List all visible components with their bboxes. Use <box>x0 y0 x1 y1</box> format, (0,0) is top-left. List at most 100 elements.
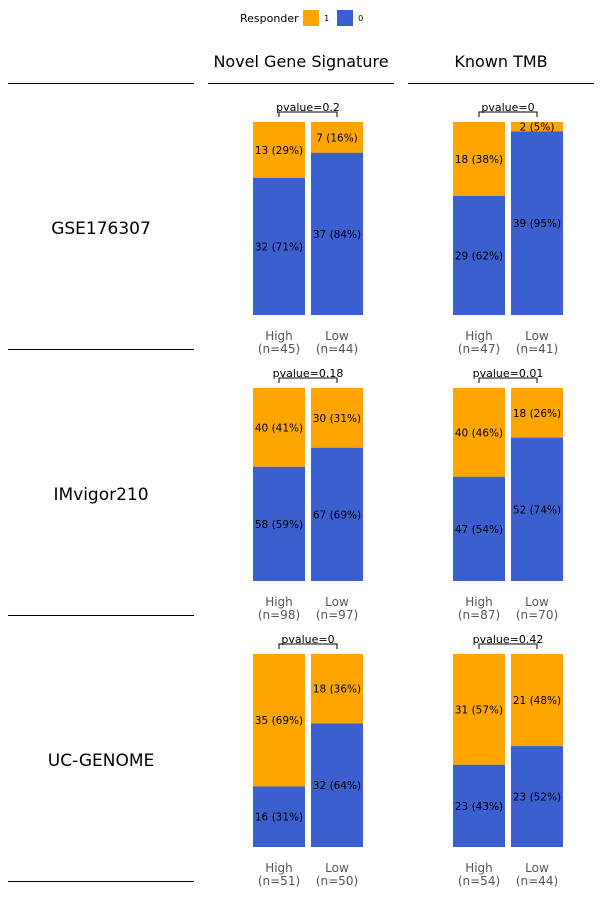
bar-segment-responder-1 <box>311 122 363 153</box>
group-label: Low <box>525 595 549 609</box>
bar-segment-responder-0 <box>511 746 563 847</box>
legend-swatch-responder-1 <box>302 10 319 26</box>
bar-segment-responder-0 <box>253 786 305 847</box>
bar-segment-responder-1 <box>511 654 563 747</box>
bar-label-responder-0: 58 (59%) <box>255 519 303 531</box>
pvalue-bracket <box>478 111 538 117</box>
bar-label-responder-1: 31 (57%) <box>455 704 503 716</box>
pvalue-bracket <box>478 377 538 383</box>
panel-3: 40 (46%) 47 (54%) High(n=87) 18 (26%) 52 (74… <box>453 367 563 622</box>
bar-segment-responder-1 <box>453 122 505 196</box>
bar-segment-responder-0 <box>453 764 505 847</box>
group-label: High <box>265 595 293 609</box>
column-header-novel-gene-signature: Novel Gene Signature <box>213 52 389 71</box>
legend: Responder 1 0 <box>240 8 369 28</box>
group-label: Low <box>325 861 349 875</box>
bar-label-responder-1: 18 (36%) <box>313 684 361 696</box>
bar-segment-responder-1 <box>311 654 363 724</box>
bar-segment-responder-1 <box>311 388 363 448</box>
panel-1: 18 (38%) 29 (62%) High(n=47) 2 (5%) 39 (95%)… <box>453 101 563 356</box>
bar-segment-responder-1 <box>453 654 505 765</box>
group-label: Low <box>525 329 549 343</box>
bar-segment-responder-0 <box>453 195 505 315</box>
column-header-known-tmb: Known TMB <box>454 52 548 71</box>
bar-segment-responder-0 <box>511 437 563 581</box>
pvalue-bracket <box>478 643 538 649</box>
bar-label-responder-1: 18 (26%) <box>513 408 561 420</box>
group-label: High <box>465 595 493 609</box>
bar-segment-responder-1 <box>453 388 505 477</box>
group-label: High <box>465 329 493 343</box>
panel-5: 31 (57%) 23 (43%) High(n=54) 21 (48%) 23 (52… <box>453 633 563 888</box>
bar-segment-responder-0 <box>511 131 563 315</box>
bar-segment-responder-1 <box>511 122 563 132</box>
bar-label-responder-0: 32 (64%) <box>313 780 361 792</box>
row-separator-1 <box>8 349 194 350</box>
bar-label-responder-0: 16 (31%) <box>255 812 303 824</box>
bar-segment-responder-0 <box>453 476 505 581</box>
group-label: High <box>265 329 293 343</box>
bar-label-responder-1: 40 (41%) <box>255 422 303 434</box>
group-label: High <box>265 861 293 875</box>
pvalue-bracket <box>278 111 338 117</box>
panel-0: 13 (29%) 32 (71%) High(n=45) 7 (16%) 37 (84%… <box>253 101 363 356</box>
header-rule-tmb <box>408 83 594 84</box>
group-count-label: (n=98) <box>258 608 300 622</box>
pvalue-label: pvalue=0.01 <box>473 367 544 380</box>
bar-label-responder-0: 47 (54%) <box>455 524 503 536</box>
bar-segment-responder-0 <box>311 152 363 315</box>
group-count-label: (n=70) <box>516 608 558 622</box>
bar-segment-responder-1 <box>511 388 563 438</box>
group-count-label: (n=50) <box>316 874 358 888</box>
group-count-label: (n=44) <box>516 874 558 888</box>
row-label-gse176307: GSE176307 <box>51 219 151 239</box>
pvalue-bracket <box>278 377 338 383</box>
bar-label-responder-1: 40 (46%) <box>455 427 503 439</box>
bar-segment-responder-1 <box>253 654 305 787</box>
row-label-uc-genome: UC-GENOME <box>47 751 155 771</box>
bar-label-responder-0: 67 (69%) <box>313 509 361 521</box>
group-count-label: (n=44) <box>316 342 358 356</box>
bar-label-responder-0: 52 (74%) <box>513 504 561 516</box>
group-count-label: (n=45) <box>258 342 300 356</box>
header-rule-left <box>8 83 194 84</box>
bar-segment-responder-0 <box>311 447 363 581</box>
panel-2: 40 (41%) 58 (59%) High(n=98) 30 (31%) 67 (69… <box>253 367 363 622</box>
group-count-label: (n=54) <box>458 874 500 888</box>
bar-segment-responder-0 <box>253 177 305 315</box>
group-label: Low <box>525 861 549 875</box>
bar-label-responder-1: 13 (29%) <box>255 145 303 157</box>
bar-segment-responder-1 <box>253 388 305 467</box>
bar-label-responder-0: 23 (52%) <box>513 792 561 804</box>
group-label: Low <box>325 329 349 343</box>
legend-label-responder-1: 1 <box>324 13 330 23</box>
pvalue-label: pvalue=0 <box>281 633 334 646</box>
pvalue-label: pvalue=0.2 <box>276 101 340 114</box>
group-count-label: (n=97) <box>316 608 358 622</box>
group-label: Low <box>325 595 349 609</box>
pvalue-label: pvalue=0 <box>481 101 534 114</box>
pvalue-label: pvalue=0.42 <box>473 633 544 646</box>
bar-label-responder-1: 35 (69%) <box>255 715 303 727</box>
group-count-label: (n=51) <box>258 874 300 888</box>
group-count-label: (n=87) <box>458 608 500 622</box>
bar-segment-responder-1 <box>253 122 305 178</box>
bar-label-responder-0: 37 (84%) <box>313 229 361 241</box>
pvalue-label: pvalue=0.18 <box>273 367 344 380</box>
row-separator-2 <box>8 615 194 616</box>
legend-label-responder-0: 0 <box>358 13 364 23</box>
bar-label-responder-1: 18 (38%) <box>455 154 503 166</box>
row-separator-3 <box>8 881 194 882</box>
bar-segment-responder-0 <box>311 723 363 847</box>
legend-swatch-responder-0 <box>336 10 353 26</box>
group-count-label: (n=41) <box>516 342 558 356</box>
bar-label-responder-0: 32 (71%) <box>255 241 303 253</box>
header-rule-novel <box>208 83 394 84</box>
bar-label-responder-1: 2 (5%) <box>520 122 555 134</box>
pvalue-bracket <box>278 643 338 649</box>
legend-title: Responder <box>240 11 299 25</box>
bar-label-responder-0: 23 (43%) <box>455 801 503 813</box>
bar-label-responder-0: 29 (62%) <box>455 250 503 262</box>
bar-label-responder-0: 39 (95%) <box>513 218 561 230</box>
